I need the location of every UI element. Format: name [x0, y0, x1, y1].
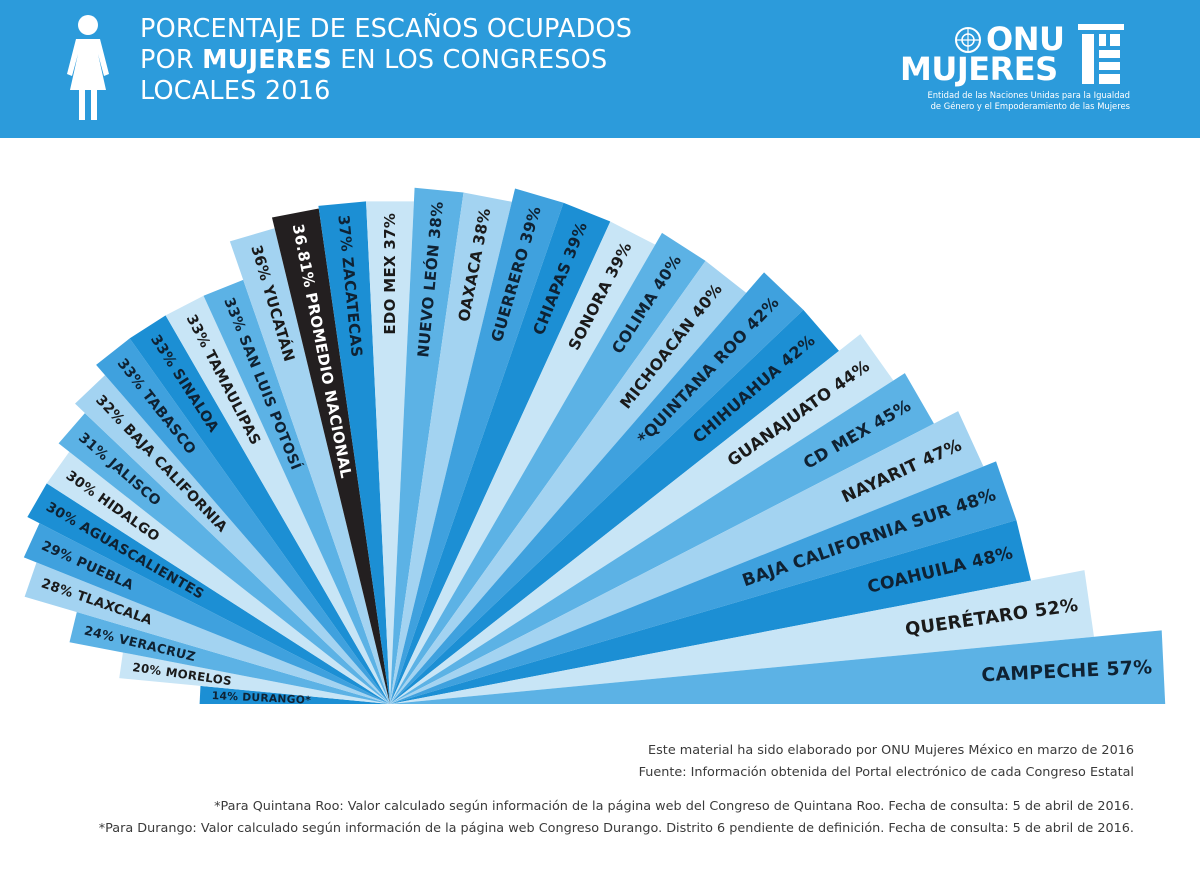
woman-icon	[67, 15, 109, 120]
bar-tabasco	[96, 338, 390, 704]
note-durango: *Para Durango: Valor calculado según inf…	[98, 821, 1134, 836]
bar-campeche	[390, 630, 1166, 704]
logo-tagline-line-2: de Género y el Empoderamiento de las Muj…	[930, 101, 1130, 111]
bar-label: EDO MEX 37%	[381, 213, 399, 335]
note-source: Fuente: Información obtenida del Portal …	[638, 765, 1134, 780]
bar-baja-california	[75, 375, 390, 704]
bar-nuevo-león	[390, 187, 464, 705]
title-line-2-bold: MUJERES	[202, 45, 332, 75]
bar-guerrero	[390, 188, 564, 704]
page-title: PORCENTAJE DE ESCAÑOS OCUPADOS POR MUJER…	[140, 14, 780, 107]
bar-michoacán	[390, 260, 747, 704]
bars-layer	[23, 187, 1166, 705]
bar-tamaulipas	[165, 295, 390, 704]
bar-chihuahua	[390, 309, 839, 704]
title-line-2: POR MUJERES EN LOS CONGRESOS	[140, 45, 780, 76]
bar-baja-california-sur	[390, 461, 1017, 704]
onu-mujeres-logo: ONU MUJERES Entidad de las Naciones Unid…	[898, 22, 1138, 118]
title-line-2-pre: POR	[140, 45, 203, 75]
bar-colima	[390, 232, 706, 704]
note-quintana-roo: *Para Quintana Roo: Valor calculado segú…	[214, 799, 1134, 814]
bar-puebla	[23, 523, 391, 704]
title-line-1: PORCENTAJE DE ESCAÑOS OCUPADOS	[140, 14, 633, 44]
logo-tagline: Entidad de las Naciones Unidas para la I…	[900, 90, 1130, 112]
bar-durango	[199, 685, 390, 704]
bar-sinaloa	[129, 315, 390, 704]
title-line-3: LOCALES 2016	[140, 76, 331, 106]
bar-oaxaca	[390, 192, 512, 705]
footnotes: Este material ha sido elaborado por ONU …	[99, 740, 1134, 840]
note-gap	[99, 784, 1134, 796]
bar-edo-mex	[366, 201, 414, 705]
bar-hidalgo	[46, 451, 391, 704]
bar-san-luis-potosí	[203, 279, 390, 704]
bar-yucatán	[229, 228, 390, 704]
un-globe-icon	[955, 27, 981, 53]
bar-chiapas	[390, 202, 611, 704]
logo-tagline-line-1: Entidad de las Naciones Unidas para la I…	[927, 90, 1130, 100]
bar-label: 14% DURANGO*	[211, 689, 311, 707]
bar-cd-mex	[390, 373, 934, 704]
bar-morelos	[119, 652, 391, 704]
title-line-2-post: EN LOS CONGRESOS	[331, 45, 608, 75]
bar-tlaxcala	[24, 562, 391, 704]
bar-zacatecas	[318, 201, 390, 705]
bar-sonora	[390, 221, 656, 704]
bar-jalisco	[58, 413, 391, 704]
onu-mujeres-mark-icon	[1078, 24, 1124, 84]
logo-word-mujeres: MUJERES	[900, 50, 1058, 88]
header-banner: PORCENTAJE DE ESCAÑOS OCUPADOS POR MUJER…	[0, 0, 1200, 138]
bar-veracruz	[69, 612, 390, 704]
bar-quintana-roo	[390, 272, 804, 704]
bar-coahuila	[390, 520, 1032, 704]
bar-aguascalientes	[27, 483, 391, 704]
note-authorship: Este material ha sido elaborado por ONU …	[648, 743, 1134, 758]
bar-nayarit	[390, 411, 984, 704]
bar-guanajuato	[390, 334, 894, 704]
bar-querétaro	[390, 570, 1094, 704]
logo-word-onu: ONU	[986, 20, 1065, 58]
bar-promedio-nacional	[271, 208, 390, 704]
